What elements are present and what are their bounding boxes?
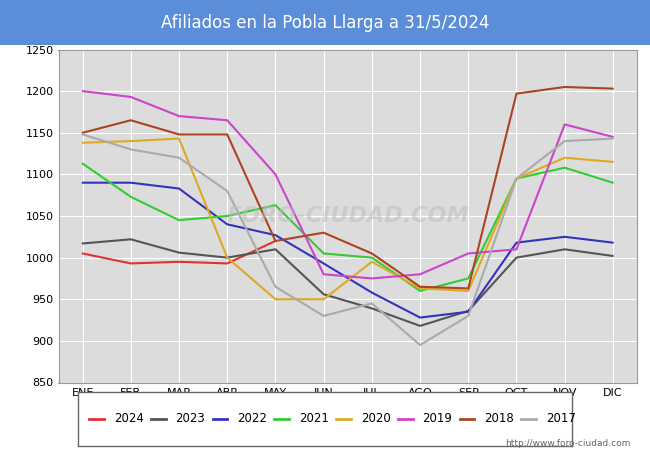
Text: 2022: 2022 [237,412,267,425]
Text: 2020: 2020 [361,412,391,425]
Text: 2021: 2021 [299,412,329,425]
Text: 2023: 2023 [176,412,205,425]
Text: Afiliados en la Pobla Llarga a 31/5/2024: Afiliados en la Pobla Llarga a 31/5/2024 [161,14,489,32]
Text: 2018: 2018 [484,412,514,425]
Text: 2019: 2019 [422,412,452,425]
Text: FORO-CIUDAD.COM: FORO-CIUDAD.COM [226,206,469,226]
Text: 2017: 2017 [546,412,576,425]
Text: 2024: 2024 [114,412,144,425]
Text: http://www.foro-ciudad.com: http://www.foro-ciudad.com [505,439,630,448]
